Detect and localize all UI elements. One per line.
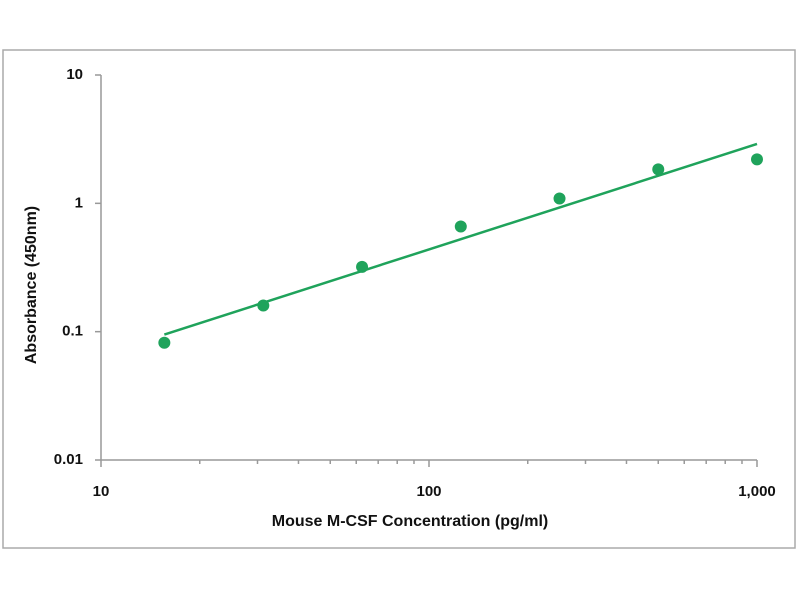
chart-border	[2, 49, 796, 549]
data-point	[158, 336, 171, 349]
x-tick-label: 10	[93, 483, 110, 500]
x-axis-label: Mouse M-CSF Concentration (pg/ml)	[272, 513, 548, 530]
y-tick-label: 0.1	[62, 323, 83, 340]
y-tick-label: 10	[66, 66, 83, 83]
x-tick-label: 1,000	[738, 483, 776, 500]
y-tick-label: 0.01	[54, 451, 83, 468]
fit-line	[163, 142, 758, 336]
data-point	[652, 163, 665, 176]
data-point	[257, 299, 270, 312]
data-point	[454, 220, 467, 233]
y-tick-label: 1	[75, 194, 83, 211]
data-point	[553, 192, 566, 205]
data-point	[356, 260, 369, 273]
data-point	[751, 153, 763, 166]
x-tick-label: 100	[416, 483, 441, 500]
y-axis-label: Absorbance (450nm)	[23, 206, 40, 364]
